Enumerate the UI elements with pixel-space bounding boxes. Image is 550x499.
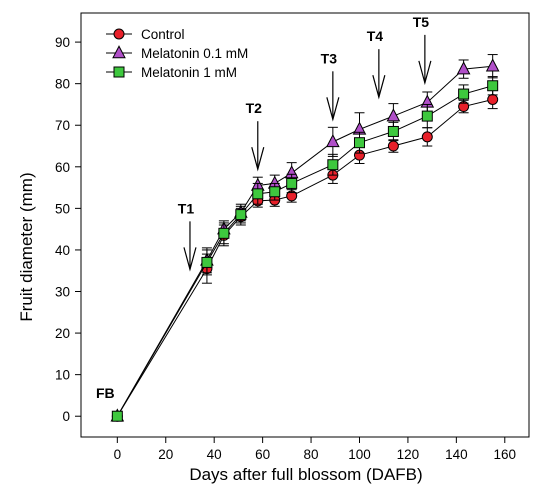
plot-border xyxy=(80,12,530,438)
legend-label: Control xyxy=(141,27,185,42)
annotation-label: T1 xyxy=(178,200,195,216)
x-axis: 0 20 40 60 80 100 120 140 160 xyxy=(114,437,516,462)
annotation-label: T3 xyxy=(321,50,338,66)
annotation-arrow-head xyxy=(418,60,432,86)
legend-label: Melatonin 0.1 mM xyxy=(141,46,248,61)
annotation-label: T2 xyxy=(246,100,263,116)
data-point xyxy=(201,256,213,268)
y-axis-label: Fruit diameter (mm) xyxy=(17,172,36,321)
data-point xyxy=(456,61,471,75)
data-point xyxy=(218,227,230,239)
annotation-label: T4 xyxy=(367,28,384,44)
data-point xyxy=(421,110,433,122)
x-tick-label: 100 xyxy=(348,447,371,462)
data-point xyxy=(487,93,499,105)
y-tick-label: 0 xyxy=(62,409,70,424)
x-tick-label: 80 xyxy=(304,447,319,462)
legend: Control Melatonin 0.1 mM Melatonin 1 mM xyxy=(106,27,248,80)
data-point xyxy=(269,186,281,198)
y-tick-label: 80 xyxy=(55,77,70,92)
series-line xyxy=(116,98,493,417)
annotation-arrow-head xyxy=(326,97,340,122)
data-point xyxy=(485,58,500,72)
annotation-arrow-head xyxy=(183,247,197,272)
x-axis-label: Days after full blossom (DAFB) xyxy=(189,465,422,484)
data-point xyxy=(235,209,247,221)
y-tick-label: 60 xyxy=(55,160,70,175)
legend-label: Melatonin 1 mM xyxy=(141,65,237,80)
data-point xyxy=(421,131,433,143)
data-point xyxy=(386,108,401,122)
data-point xyxy=(387,140,399,152)
data-point xyxy=(112,45,126,59)
x-tick-label: 160 xyxy=(494,447,517,462)
series-1 xyxy=(110,54,500,422)
series-line xyxy=(116,65,493,417)
annotation-label: FB xyxy=(96,385,115,401)
y-tick-label: 90 xyxy=(55,35,70,50)
data-point xyxy=(387,125,399,137)
series-2 xyxy=(111,76,499,422)
annotation-arrow-head xyxy=(251,147,265,172)
annotation-label: T5 xyxy=(413,14,430,30)
y-tick-label: 70 xyxy=(55,118,70,133)
y-tick-label: 30 xyxy=(55,285,70,300)
x-tick-label: 40 xyxy=(207,447,222,462)
series-layer xyxy=(110,54,500,422)
annotation-arrow-head xyxy=(372,75,386,100)
data-point xyxy=(327,159,339,171)
y-tick-label: 40 xyxy=(55,243,70,258)
y-tick-label: 10 xyxy=(55,368,70,383)
y-axis: 0 10 20 30 40 50 60 70 80 90 xyxy=(55,35,81,424)
data-point xyxy=(353,137,365,149)
data-point xyxy=(111,410,123,422)
data-point xyxy=(487,80,499,92)
x-tick-label: 60 xyxy=(255,447,270,462)
legend-entry: Melatonin 1 mM xyxy=(106,65,237,80)
x-tick-label: 0 xyxy=(114,447,122,462)
legend-entry: Control xyxy=(106,27,185,42)
y-tick-label: 50 xyxy=(55,201,70,216)
x-tick-label: 120 xyxy=(397,447,420,462)
data-point xyxy=(113,28,125,40)
x-tick-label: 140 xyxy=(445,447,468,462)
treatment-annotations: FB T1 T2 T3 T4 T5 xyxy=(96,14,432,401)
plot-frame xyxy=(80,12,530,438)
x-tick-label: 20 xyxy=(158,447,173,462)
series-line xyxy=(116,85,493,417)
legend-entry: Melatonin 0.1 mM xyxy=(106,45,248,61)
data-point xyxy=(286,177,298,189)
data-point xyxy=(113,66,125,78)
data-point xyxy=(252,188,264,200)
y-tick-label: 20 xyxy=(55,326,70,341)
data-point xyxy=(326,134,340,148)
data-point xyxy=(458,88,470,100)
series-0 xyxy=(111,89,499,422)
